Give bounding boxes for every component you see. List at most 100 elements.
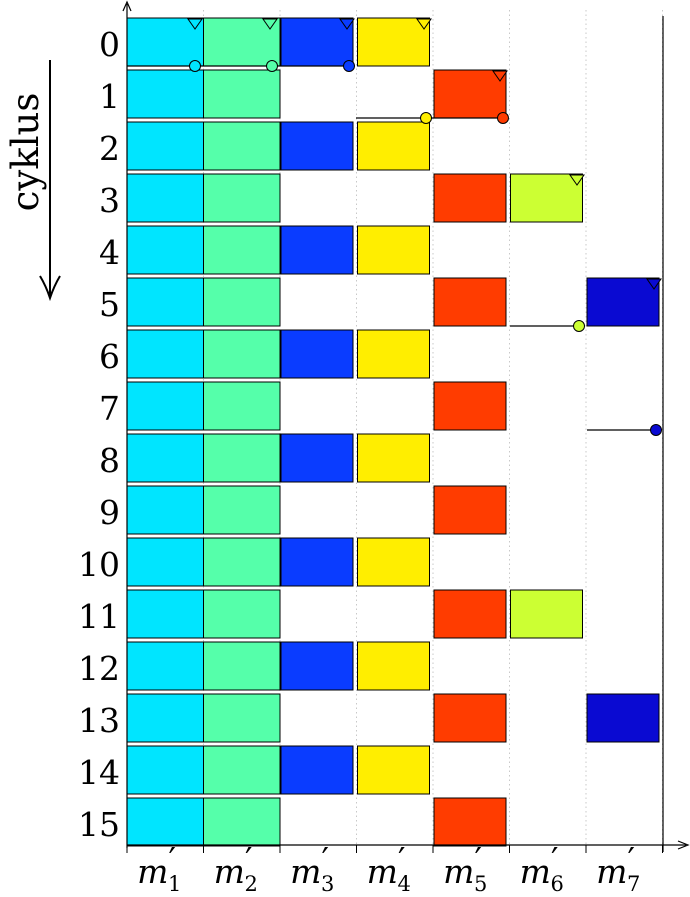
block-m7-cycle-5 — [586, 277, 660, 327]
block-m2-cycle-7 — [203, 381, 281, 431]
cycle-label-9: 9 — [99, 493, 120, 532]
block-m3-cycle-8 — [280, 433, 354, 483]
block-m1-cycle-0 — [126, 17, 204, 67]
block-m3-cycle-4 — [280, 225, 354, 275]
cycle-label-8: 8 — [99, 441, 120, 480]
machine-label-2: m′ 2 — [214, 840, 258, 896]
cycle-label-4: 4 — [99, 233, 120, 272]
block-m3-cycle-2 — [280, 121, 354, 171]
block-m5-cycle-11 — [433, 589, 507, 639]
machine-label-7: m′ 7 — [596, 840, 640, 896]
marker-triangle-m3 — [339, 18, 355, 30]
block-m2-cycle-10 — [203, 537, 281, 587]
block-m2-cycle-12 — [203, 641, 281, 691]
block-m2-cycle-4 — [203, 225, 281, 275]
block-m1-cycle-11 — [126, 589, 204, 639]
cycle-label-3: 3 — [99, 181, 120, 220]
cycle-label-2: 2 — [99, 129, 120, 168]
block-m3-cycle-10 — [280, 537, 354, 587]
marker-dot-m7 — [650, 424, 662, 436]
block-m1-cycle-5 — [126, 277, 204, 327]
machine-label-4: m′ 4 — [367, 840, 411, 896]
block-m2-cycle-6 — [203, 329, 281, 379]
cycle-label-11: 11 — [78, 597, 120, 636]
block-m5-cycle-7 — [433, 381, 507, 431]
x-axis-arrow-icon — [677, 840, 690, 850]
machine-label-1: m′ 1 — [137, 840, 181, 896]
cycle-label-0: 0 — [99, 25, 120, 64]
block-m1-cycle-2 — [126, 121, 204, 171]
cycle-label-6: 6 — [99, 337, 120, 376]
block-m2-cycle-3 — [203, 173, 281, 223]
block-m3-cycle-0 — [280, 17, 354, 67]
block-m4-cycle-10 — [357, 537, 430, 587]
block-m7-cycle-13 — [586, 693, 660, 743]
block-m5-cycle-15 — [433, 797, 507, 847]
cycle-label-12: 12 — [78, 649, 120, 688]
block-m5-cycle-9 — [433, 485, 507, 535]
cycle-label-10: 10 — [78, 545, 120, 584]
dependency-markers — [127, 18, 662, 436]
block-m2-cycle-2 — [203, 121, 281, 171]
block-m5-cycle-1 — [433, 69, 507, 119]
marker-dot-m5 — [497, 112, 509, 124]
block-m1-cycle-7 — [126, 381, 204, 431]
block-m4-cycle-14 — [357, 745, 430, 795]
block-m5-cycle-13 — [433, 693, 507, 743]
marker-triangle-m5 — [492, 70, 508, 82]
block-m4-cycle-6 — [357, 329, 430, 379]
machine-label-6: m′ 6 — [520, 840, 564, 896]
marker-dot-m1 — [189, 60, 201, 72]
block-m4-cycle-2 — [357, 121, 430, 171]
machine-labels: m′ 1 m′ 2 m′ 3 m′ 4 m′ 5 m′ 6 m′ 7 — [137, 840, 640, 896]
axis-label-cyklus: cyklus — [4, 93, 47, 212]
machine-label-5: m′ 5 — [443, 840, 487, 896]
block-m2-cycle-11 — [203, 589, 281, 639]
block-m1-cycle-15 — [126, 797, 204, 847]
block-m6-cycle-3 — [510, 173, 583, 223]
block-m5-cycle-3 — [433, 173, 507, 223]
block-m2-cycle-13 — [203, 693, 281, 743]
marker-dot-m6 — [573, 320, 585, 332]
block-m2-cycle-14 — [203, 745, 281, 795]
down-arrow-head-icon — [39, 275, 61, 302]
cycle-label-13: 13 — [78, 701, 120, 740]
block-m2-cycle-8 — [203, 433, 281, 483]
block-m3-cycle-6 — [280, 329, 354, 379]
cycle-label-15: 15 — [78, 805, 120, 844]
schedule-blocks — [126, 17, 660, 847]
block-m1-cycle-10 — [126, 537, 204, 587]
block-m1-cycle-6 — [126, 329, 204, 379]
marker-triangle-m6 — [569, 174, 585, 186]
block-m4-cycle-8 — [357, 433, 430, 483]
block-m6-cycle-11 — [510, 589, 583, 639]
block-m2-cycle-0 — [203, 17, 281, 67]
block-m1-cycle-14 — [126, 745, 204, 795]
block-m2-cycle-5 — [203, 277, 281, 327]
block-m1-cycle-12 — [126, 641, 204, 691]
cycle-axis-annotation: cyklus — [4, 60, 61, 302]
block-m4-cycle-0 — [357, 17, 430, 67]
block-m2-cycle-15 — [203, 797, 281, 847]
marker-triangle-m2 — [262, 18, 278, 30]
marker-dot-m2 — [266, 60, 278, 72]
block-m5-cycle-5 — [433, 277, 507, 327]
marker-triangle-m4 — [416, 18, 432, 30]
axes — [122, 0, 690, 853]
block-m4-cycle-4 — [357, 225, 430, 275]
marker-triangle-m1 — [187, 18, 203, 30]
cycle-label-1: 1 — [99, 77, 120, 116]
cycle-label-7: 7 — [99, 389, 120, 428]
block-m3-cycle-14 — [280, 745, 354, 795]
block-m1-cycle-1 — [126, 69, 204, 119]
marker-dot-m3 — [343, 60, 355, 72]
cycle-label-14: 14 — [78, 753, 120, 792]
marker-dot-m4 — [420, 112, 432, 124]
marker-triangle-m7 — [646, 278, 662, 290]
cycle-label-5: 5 — [99, 285, 120, 324]
block-m1-cycle-4 — [126, 225, 204, 275]
block-m4-cycle-12 — [357, 641, 430, 691]
machine-label-3: m′ 3 — [290, 840, 334, 896]
